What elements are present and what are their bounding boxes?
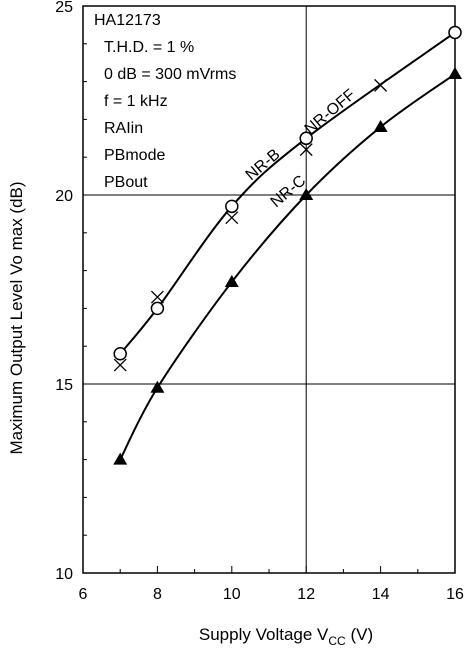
y-tick-label: 25 bbox=[55, 0, 73, 16]
point-nr-off bbox=[113, 358, 127, 372]
point-nr-b bbox=[225, 199, 239, 214]
x-axis-label-subscript: CC bbox=[328, 634, 346, 648]
point-nr-c bbox=[373, 119, 388, 132]
point-nr-c bbox=[150, 380, 165, 393]
series-label-nr-c: NR-C bbox=[268, 172, 310, 211]
x-axis-label-main: Supply Voltage V bbox=[199, 625, 329, 644]
x-axis-label-unit: (V) bbox=[346, 625, 373, 644]
annotation-line: PBmode bbox=[104, 147, 165, 164]
curve-nr-c bbox=[119, 73, 456, 461]
point-nr-off bbox=[299, 143, 313, 157]
point-nr-c bbox=[299, 188, 314, 200]
y-tick-label: 15 bbox=[55, 377, 73, 394]
point-nr-c bbox=[113, 452, 128, 465]
x-tick-label: 12 bbox=[297, 586, 315, 603]
y-tick-label: 20 bbox=[55, 188, 73, 205]
annotation-line: PBout bbox=[104, 174, 148, 191]
x-axis-label: Supply Voltage VCC (V) bbox=[199, 625, 373, 648]
annotation-line: T.H.D. = 1 % bbox=[104, 39, 194, 56]
x-tick-label: 16 bbox=[446, 586, 464, 603]
y-tick-label: 10 bbox=[55, 566, 73, 583]
point-nr-off bbox=[150, 290, 164, 304]
series-label-nr-off: NR-OFF bbox=[302, 86, 359, 138]
annotation-line: RAIin bbox=[104, 120, 143, 137]
plot-frame bbox=[82, 5, 456, 574]
curves bbox=[119, 31, 456, 461]
annotation-line: 0 dB = 300 mVrms bbox=[104, 66, 236, 83]
grid bbox=[83, 6, 455, 573]
annotation-line: f = 1 kHz bbox=[104, 93, 168, 110]
x-tick-label: 14 bbox=[372, 586, 390, 603]
y-axis-label: Maximum Output Level Vo max (dB) bbox=[7, 181, 26, 454]
point-nr-c bbox=[448, 67, 462, 80]
tick-labels: 6 8 10 12 14 16 10 15 20 25 bbox=[55, 0, 464, 603]
point-nr-off bbox=[374, 78, 388, 92]
annotation-line: HA12173 bbox=[94, 12, 161, 29]
point-nr-b bbox=[299, 131, 313, 146]
x-tick-label: 10 bbox=[223, 586, 241, 603]
annotation-block: HA12173 T.H.D. = 1 % 0 dB = 300 mVrms f = 1… bbox=[94, 12, 236, 191]
x-tick-label: 8 bbox=[153, 586, 162, 603]
point-nr-off bbox=[225, 211, 239, 225]
series-label-nr-b: NR-B bbox=[243, 146, 284, 184]
point-nr-b bbox=[150, 301, 165, 316]
markers bbox=[113, 25, 462, 465]
point-nr-b bbox=[448, 25, 462, 40]
x-tick-label: 6 bbox=[79, 586, 88, 603]
point-nr-c bbox=[224, 274, 239, 287]
point-nr-b bbox=[113, 347, 127, 361]
